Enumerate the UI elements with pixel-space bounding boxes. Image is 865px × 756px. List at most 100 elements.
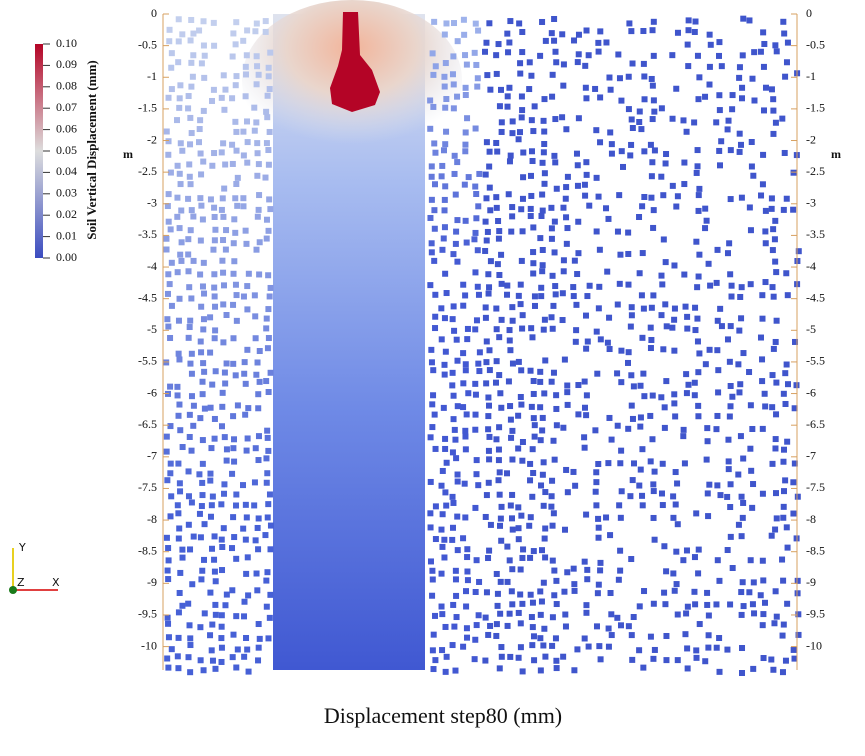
mesh-point <box>673 581 680 588</box>
mesh-point <box>442 104 449 111</box>
mesh-point <box>706 63 713 70</box>
mesh-point <box>783 524 790 531</box>
mesh-point <box>230 413 237 420</box>
mesh-point <box>647 412 654 419</box>
mesh-point <box>452 436 459 443</box>
mesh-point <box>252 313 259 320</box>
mesh-point <box>174 194 181 201</box>
mesh-point <box>771 236 778 243</box>
mesh-point <box>442 445 449 452</box>
mesh-point <box>462 148 469 155</box>
mesh-point <box>575 411 582 418</box>
mesh-point <box>750 172 757 179</box>
mesh-point <box>208 545 215 552</box>
mesh-point <box>167 460 174 467</box>
mesh-point <box>229 470 236 477</box>
mesh-point <box>179 444 186 451</box>
y-tick-label: -8.5 <box>806 543 825 557</box>
y-tick-label: -5.5 <box>806 354 825 368</box>
mesh-point <box>190 30 197 37</box>
mesh-point <box>627 493 634 500</box>
mesh-point <box>673 548 680 555</box>
mesh-point <box>465 174 472 181</box>
mesh-point <box>768 532 775 539</box>
mesh-point <box>541 535 548 542</box>
mesh-point <box>220 269 227 276</box>
mesh-point <box>264 434 271 441</box>
mesh-point <box>262 174 269 181</box>
mesh-point <box>571 587 578 594</box>
mesh-point <box>496 334 503 341</box>
mesh-point <box>483 380 490 387</box>
mesh-point <box>497 578 504 585</box>
mesh-point <box>496 424 503 431</box>
mesh-point <box>649 159 656 166</box>
mesh-point <box>256 239 263 246</box>
mesh-point <box>724 336 731 343</box>
mesh-point <box>519 325 526 332</box>
mesh-point <box>771 620 778 627</box>
mesh-point <box>175 535 182 542</box>
mesh-point <box>208 647 215 654</box>
mesh-point <box>263 216 270 223</box>
mesh-point <box>637 382 644 389</box>
mesh-point <box>561 526 568 533</box>
mesh-point <box>212 601 219 608</box>
mesh-point <box>190 533 197 540</box>
mesh-point <box>564 401 571 408</box>
mesh-point <box>527 591 534 598</box>
mesh-point <box>175 412 182 419</box>
mesh-point <box>483 338 490 345</box>
mesh-point <box>649 82 656 89</box>
mesh-point <box>518 512 525 519</box>
mesh-point <box>693 654 700 661</box>
mesh-point <box>197 117 204 124</box>
mesh-point <box>449 449 456 456</box>
mesh-point <box>506 327 513 334</box>
mesh-point <box>199 378 206 385</box>
mesh-point <box>585 643 592 650</box>
mesh-point <box>454 513 461 520</box>
mesh-point <box>430 666 437 673</box>
mesh-point <box>517 591 524 598</box>
mesh-point <box>735 361 742 368</box>
mesh-point <box>650 292 657 299</box>
mesh-point <box>253 246 260 253</box>
mesh-point <box>267 284 274 291</box>
mesh-point <box>782 73 789 80</box>
mesh-point <box>209 162 216 169</box>
mesh-point <box>165 620 172 627</box>
mesh-point <box>462 427 469 434</box>
mesh-point <box>783 270 790 277</box>
mesh-point <box>177 82 184 89</box>
mesh-point <box>450 392 457 399</box>
mesh-point <box>695 546 702 553</box>
mesh-point <box>505 378 512 385</box>
mesh-point <box>607 86 614 93</box>
mesh-point <box>530 249 537 256</box>
colorbar-tick-label: 0.07 <box>56 100 77 114</box>
mesh-point <box>496 665 503 672</box>
mesh-point <box>685 27 692 34</box>
mesh-point <box>476 349 483 356</box>
mesh-point <box>218 501 225 508</box>
mesh-point <box>597 139 604 146</box>
mesh-point <box>751 49 758 56</box>
mesh-point <box>574 271 581 278</box>
mesh-point <box>441 73 448 80</box>
mesh-point <box>625 250 632 257</box>
mesh-point <box>707 282 714 289</box>
mesh-point <box>527 367 534 374</box>
mesh-point <box>724 126 731 133</box>
mesh-point <box>784 381 791 388</box>
mesh-point <box>605 215 612 222</box>
mesh-point <box>551 592 558 599</box>
mesh-point <box>529 642 536 649</box>
mesh-point <box>531 657 538 664</box>
mesh-point <box>528 72 535 79</box>
mesh-point <box>640 60 647 67</box>
mesh-point <box>583 312 590 319</box>
mesh-point <box>165 576 172 583</box>
mesh-point <box>595 460 602 467</box>
mesh-point <box>671 262 678 269</box>
